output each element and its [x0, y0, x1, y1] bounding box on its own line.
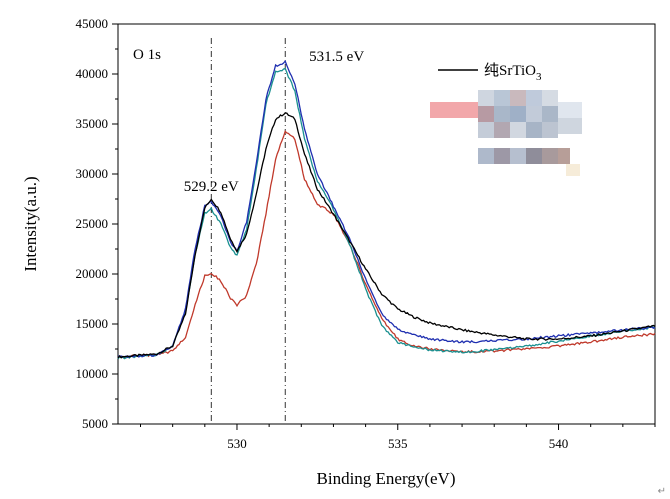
y-tick-label: 15000: [76, 316, 109, 331]
y-tick-label: 40000: [76, 66, 109, 81]
series-layer: [117, 59, 656, 360]
y-tick-label: 30000: [76, 166, 109, 181]
annotation-531-5: 531.5 eV: [309, 49, 364, 65]
y-tick-label: 25000: [76, 216, 109, 231]
y-tick-label: 10000: [76, 366, 109, 381]
legend-label: 纯SrTiO3: [484, 62, 542, 83]
y-axis-title: Intensity(a.u.): [21, 176, 40, 271]
series-line-纯SrTiO3: [117, 112, 656, 359]
legend: 纯SrTiO3: [438, 62, 542, 83]
x-axis-ticks: 530 535 540: [140, 424, 656, 451]
x-tick-label: 530: [227, 436, 247, 451]
reference-lines: [210, 38, 286, 424]
return-mark-icon: ↵: [657, 486, 666, 497]
series-line-sample-teal: [117, 67, 656, 360]
panel-label: O 1s: [133, 47, 161, 63]
y-tick-label: 45000: [76, 16, 109, 31]
annotation-529-2: 529.2 eV: [184, 179, 239, 195]
plot-frame: [117, 23, 656, 425]
x-tick-label: 540: [549, 436, 569, 451]
y-axis-ticks: 5000 10000 15000 20000 25000 30000 35000 40000 4…: [76, 16, 118, 431]
series-line-sample-red: [118, 130, 656, 359]
x-tick-label: 535: [388, 436, 408, 451]
y-tick-label: 20000: [76, 266, 109, 281]
blurred-legend-area: [430, 90, 582, 176]
y-tick-label: 5000: [82, 416, 108, 431]
x-axis-title: Binding Energy(eV): [317, 469, 456, 488]
y-tick-label: 35000: [76, 116, 109, 131]
